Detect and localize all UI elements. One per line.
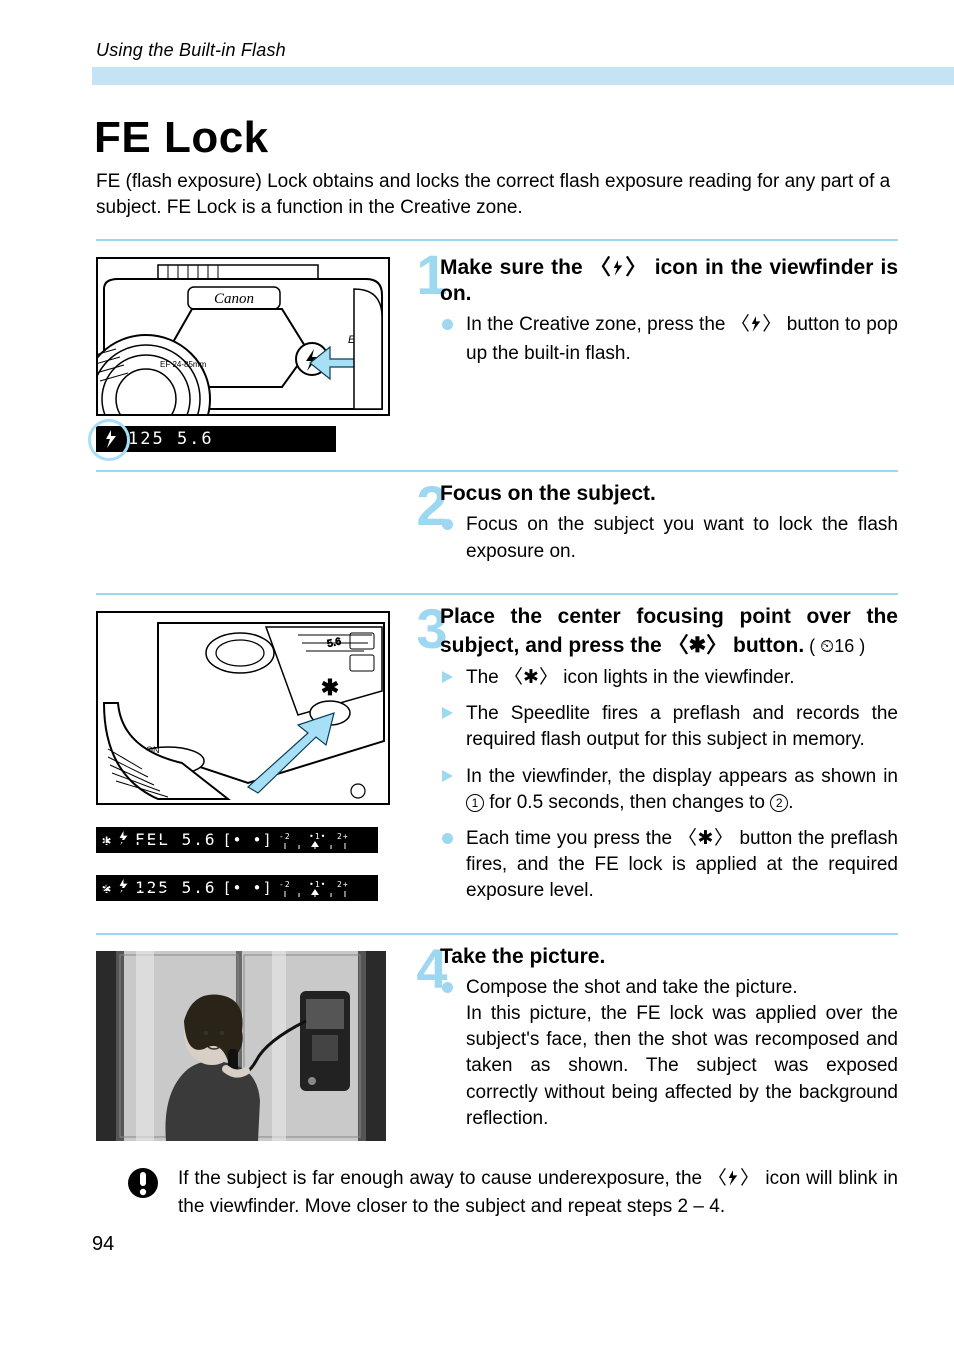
star-icon: ✱ xyxy=(689,634,707,657)
svg-text:-2: -2 xyxy=(279,880,291,889)
step-1-bullet-1: In the Creative zone, press the 〈〉 butto… xyxy=(440,312,898,366)
vf-label-2: 2 xyxy=(96,879,171,897)
step-4: 4 Take the picture. Compose the shot and… xyxy=(96,935,898,1160)
vf-label-1: 1 xyxy=(96,831,171,849)
svg-text:✱: ✱ xyxy=(321,675,339,700)
step-3-bullet-3: In the viewfinder, the display appears a… xyxy=(440,764,898,816)
step-3-bullet-1: The 〈✱〉 icon lights in the viewfinder. xyxy=(440,665,898,691)
star-icon: ✱ xyxy=(523,667,539,688)
step-4-bullet-1: Compose the shot and take the picture. I… xyxy=(440,975,898,1132)
step-2: 2 Focus on the subject. Focus on the sub… xyxy=(96,472,898,592)
svg-text:•1•: •1• xyxy=(309,832,326,841)
caution-note: If the subject is far enough away to cau… xyxy=(96,1166,898,1220)
svg-text:Canon: Canon xyxy=(214,291,254,307)
section-header: Using the Built-in Flash xyxy=(96,40,898,61)
page-number: 94 xyxy=(92,1233,114,1256)
step-3-bullet-4: Each time you press the 〈✱〉 button the p… xyxy=(440,826,898,905)
step-1-title: Make sure the 〈〉 icon in the viewfinder … xyxy=(440,251,898,306)
flash-icon xyxy=(750,314,762,340)
step-3-title: Place the center focusing point over the… xyxy=(440,605,898,659)
caution-icon xyxy=(126,1166,160,1205)
bracket-icon: [• •] xyxy=(222,831,272,849)
step-1: Canon EOS EF 24- xyxy=(96,241,898,470)
viewfinder-display-1: 125 5.6 xyxy=(96,426,336,452)
page-title: FE Lock xyxy=(94,113,898,163)
svg-text:-2: -2 xyxy=(279,832,291,841)
exposure-scale: -2 •1• 2+ xyxy=(279,831,353,849)
svg-text:2+: 2+ xyxy=(337,832,349,841)
step-2-bullet-1: Focus on the subject you want to lock th… xyxy=(440,512,898,564)
star-icon: ✱ xyxy=(698,828,714,849)
section-divider-bar xyxy=(92,67,954,85)
highlight-circle xyxy=(88,419,130,461)
svg-text:•1•: •1• xyxy=(309,880,326,889)
step-4-photo xyxy=(96,951,386,1141)
flash-icon xyxy=(612,258,624,282)
timer-reference: ( ⏲16 ) xyxy=(804,636,865,656)
bracket-icon: [• •] xyxy=(222,879,272,897)
caution-text: If the subject is far enough away to cau… xyxy=(178,1166,898,1220)
intro-paragraph: FE (flash exposure) Lock obtains and loc… xyxy=(96,169,898,221)
svg-text:2+: 2+ xyxy=(337,880,349,889)
svg-text:EF 24-85mm: EF 24-85mm xyxy=(160,360,207,369)
step-1-figure: Canon EOS EF 24- xyxy=(96,257,386,452)
step-2-title: Focus on the subject. xyxy=(440,482,898,506)
step-4-title: Take the picture. xyxy=(440,945,898,969)
step-3-bullet-2: The Speedlite fires a preflash and recor… xyxy=(440,701,898,753)
step-3-figure: 5.6 ✱ ON OFF xyxy=(96,611,386,901)
flash-icon xyxy=(727,1168,739,1194)
exposure-scale: -2 •1• 2+ xyxy=(279,879,353,897)
step-3: 5.6 ✱ ON OFF xyxy=(96,595,898,933)
